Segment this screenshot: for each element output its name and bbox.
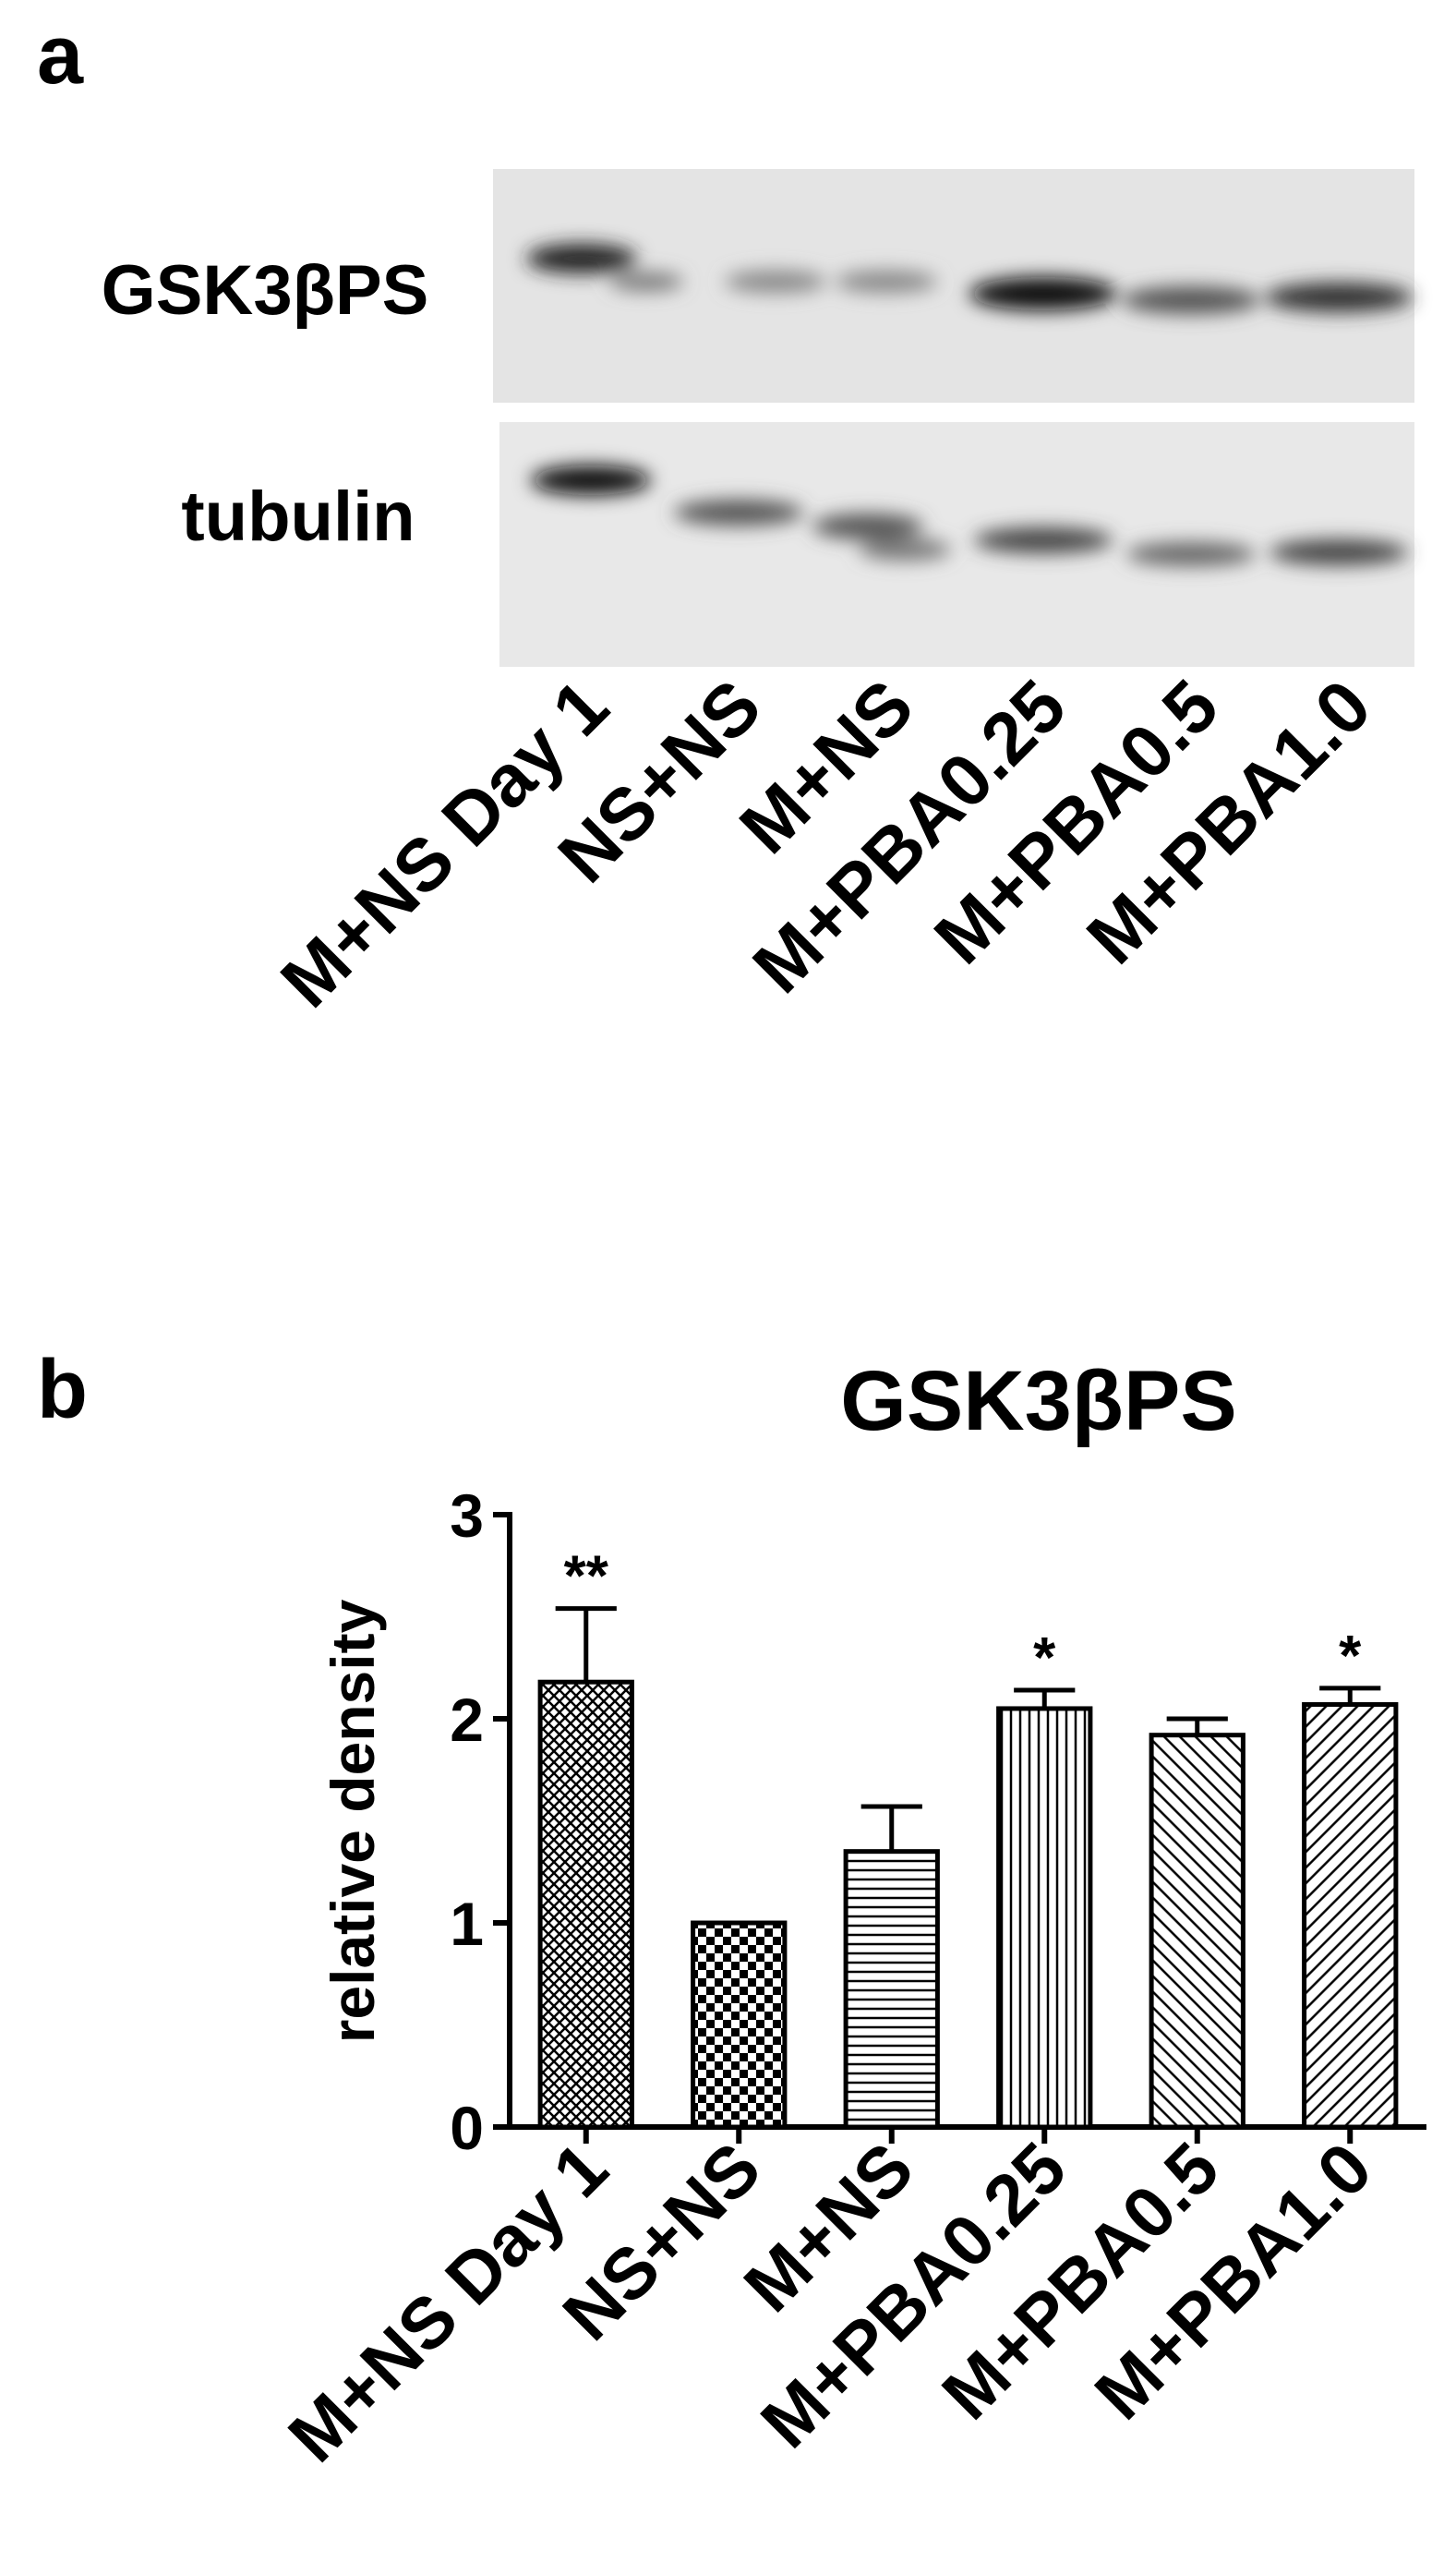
bar [996,1706,1093,2130]
significance-marker: * [1339,1625,1362,1688]
row-label: tubulin [181,477,415,556]
row-label: GSK3βPS [102,251,429,330]
panel-label: a [37,9,84,102]
lane-labels: M+NS Day 1NS+NSM+NSM+PBA0.25M+PBA0.5M+PB… [265,664,1386,1022]
panel-label: b [37,1344,88,1436]
significance-marker: ** [564,1545,609,1609]
significance-marker: * [1033,1626,1056,1690]
y-tick-label: 1 [450,1890,484,1958]
y-tick-label: 2 [450,1686,484,1754]
bar [1302,1702,1399,2130]
y-tick-label: 3 [450,1481,484,1550]
bar [843,1849,940,2130]
bar [537,1679,634,2130]
y-axis-label: relative density [319,1599,387,2043]
bar [1149,1733,1245,2130]
bar [691,1920,788,2130]
y-tick-label: 0 [450,2094,484,2162]
blot [493,169,1414,667]
chart-title: GSK3βPS [840,1354,1236,1448]
